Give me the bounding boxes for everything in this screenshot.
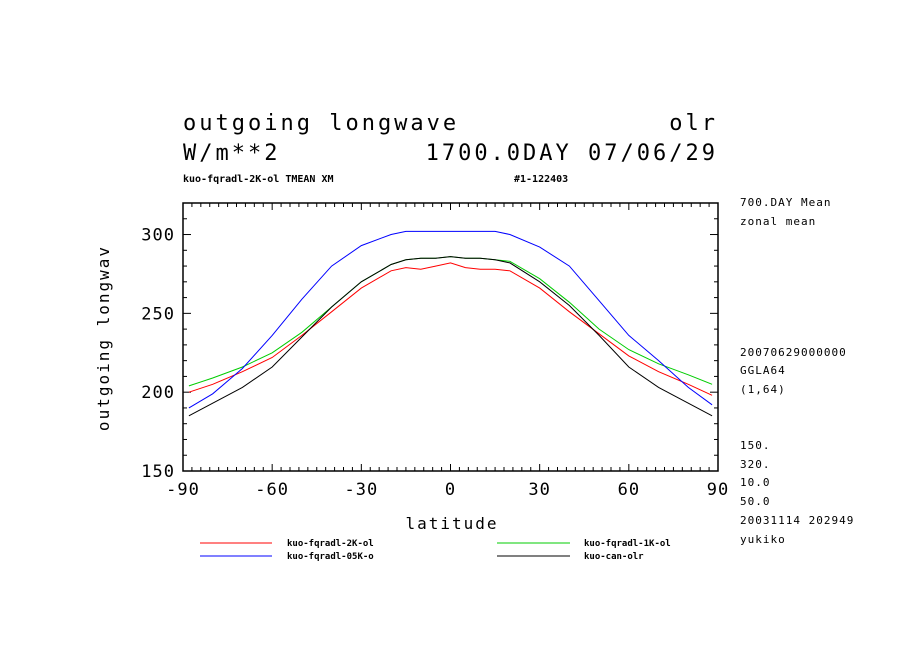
y-tick-label: 200 (141, 383, 175, 403)
y-axis-label: outgoing longwav (94, 245, 113, 431)
side-info-2: zonal mean (740, 215, 816, 228)
side-info-3: 20070629000000 (740, 346, 847, 359)
x-tick-label: -60 (255, 480, 289, 500)
legend: kuo-fqradl-2K-ol kuo-fqradl-1K-ol kuo-fqra… (200, 539, 671, 562)
plot-frame (182, 202, 719, 472)
x-tick-label: 0 (445, 480, 456, 500)
side-info-7: 320. (740, 458, 771, 471)
plot-border (182, 202, 719, 472)
series-lines (188, 230, 713, 417)
side-info-8: 10.0 (740, 476, 771, 489)
legend-label-4: kuo-can-olr (584, 552, 644, 562)
chart-title-left: outgoing longwave (183, 111, 459, 136)
side-info-9: 50.0 (740, 495, 771, 508)
chart-time: 1700.0DAY 07/06/29 (426, 141, 718, 166)
chart-units: W/m**2 (183, 141, 280, 166)
side-info-6: 150. (740, 439, 771, 452)
side-info-11: yukiko (740, 533, 786, 546)
axis-ticks (182, 202, 719, 472)
side-info-10: 20031114 202949 (740, 514, 854, 527)
y-tick-label: 250 (141, 304, 175, 324)
side-info-1: 700.DAY Mean (740, 196, 831, 209)
x-tick-label: 60 (618, 480, 640, 500)
chart-title-right: olr (669, 111, 718, 136)
x-tick-label: 90 (707, 480, 729, 500)
side-info-4: GGLA64 (740, 364, 786, 377)
axis-tick-labels: -90 -60 -30 0 30 60 90 150 200 250 300 (141, 226, 729, 500)
legend-label-2: kuo-fqradl-1K-ol (584, 539, 671, 549)
x-axis-label: latitude (405, 514, 498, 533)
x-tick-label: 30 (528, 480, 550, 500)
chart-subtitle-left: kuo-fqradl-2K-ol TMEAN XM (183, 174, 334, 185)
x-tick-label: -90 (166, 480, 200, 500)
legend-label-3: kuo-fqradl-05K-o (287, 552, 374, 562)
series-line-3 (188, 230, 713, 409)
legend-label-1: kuo-fqradl-2K-ol (287, 539, 374, 549)
series-line-1 (188, 262, 713, 396)
chart-subtitle-right: #1-122403 (514, 174, 568, 185)
side-info-5: (1,64) (740, 383, 786, 396)
y-tick-label: 150 (141, 462, 175, 482)
series-line-4 (188, 256, 713, 417)
x-tick-label: -30 (344, 480, 378, 500)
series-line-2 (188, 256, 713, 387)
y-tick-label: 300 (141, 226, 175, 246)
